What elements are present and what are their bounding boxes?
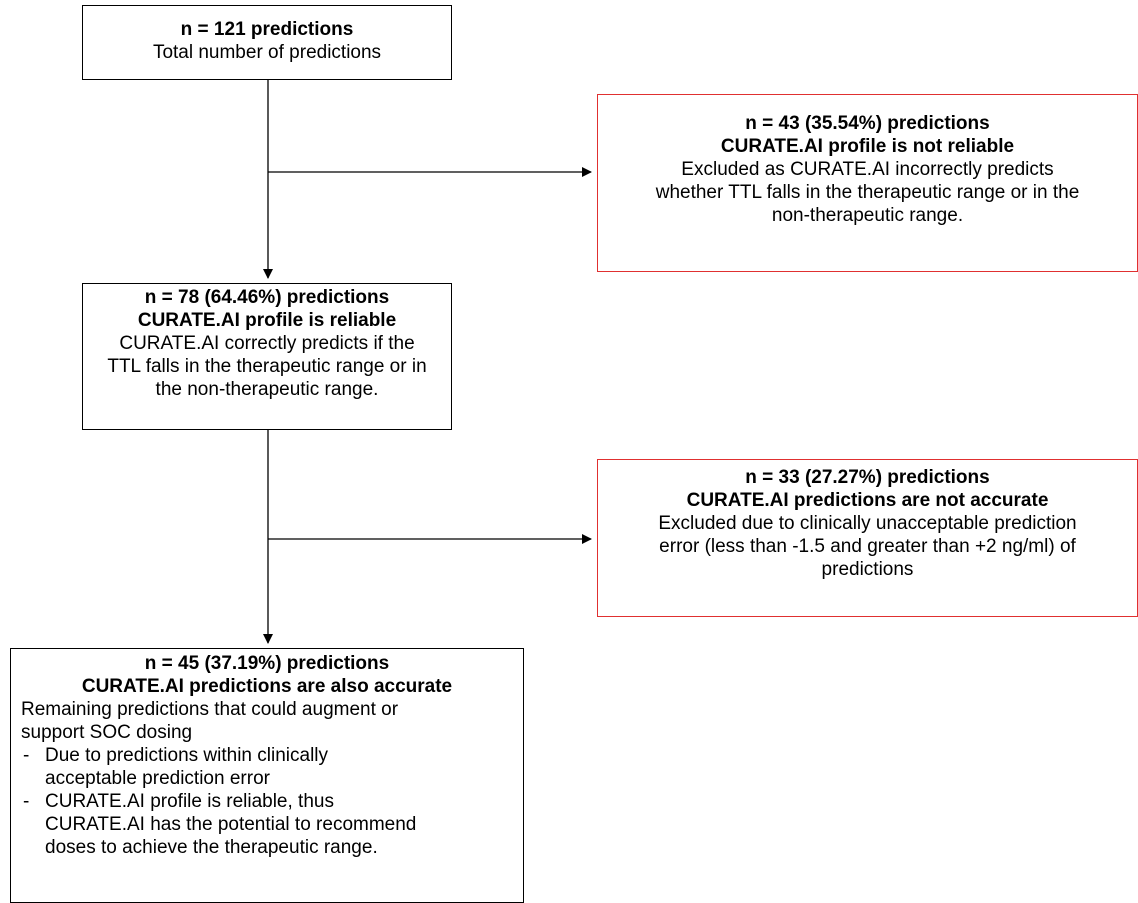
accurate-line: support SOC dosing	[21, 722, 193, 743]
bullet-line: acceptable prediction error	[45, 768, 270, 789]
total-predictions-box: n = 121 predictions Total number of pred…	[82, 5, 452, 80]
total-title: n = 121 predictions	[180, 19, 354, 40]
reliable-line: TTL falls in the therapeutic range or in	[107, 356, 427, 377]
bullet-line: doses to achieve the therapeutic range.	[45, 837, 378, 858]
accurate-predictions-box: n = 45 (37.19%) predictions CURATE.AI pr…	[10, 648, 524, 903]
excluded-unreliable-line: Excluded as CURATE.AI incorrectly predic…	[681, 159, 1054, 180]
accurate-bullet: - CURATE.AI profile is reliable, thus CU…	[21, 790, 513, 859]
accurate-heading: CURATE.AI predictions are also accurate	[81, 676, 453, 697]
excluded-inaccurate-box: n = 33 (27.27%) predictions CURATE.AI pr…	[597, 459, 1138, 617]
accurate-title: n = 45 (37.19%) predictions	[144, 653, 390, 674]
excluded-inaccurate-line: Excluded due to clinically unacceptable …	[658, 513, 1077, 534]
reliable-line: CURATE.AI correctly predicts if the	[119, 333, 415, 354]
excluded-unreliable-box: n = 43 (35.54%) predictions CURATE.AI pr…	[597, 94, 1138, 272]
excluded-inaccurate-line: predictions	[821, 559, 914, 580]
reliable-heading: CURATE.AI profile is reliable	[137, 310, 397, 331]
excluded-unreliable-line: non-therapeutic range.	[771, 205, 964, 226]
bullet-line: CURATE.AI profile is reliable, thus	[45, 791, 334, 812]
excluded-unreliable-heading: CURATE.AI profile is not reliable	[720, 136, 1015, 157]
accurate-bullet: - Due to predictions within clinically a…	[21, 744, 513, 790]
reliable-title: n = 78 (64.46%) predictions	[144, 287, 390, 308]
bullet-line: CURATE.AI has the potential to recommend	[45, 814, 417, 835]
accurate-bullet-list: - Due to predictions within clinically a…	[21, 744, 513, 859]
total-subtitle: Total number of predictions	[152, 42, 382, 63]
reliable-line: the non-therapeutic range.	[155, 379, 379, 400]
excluded-inaccurate-heading: CURATE.AI predictions are not accurate	[686, 490, 1049, 511]
accurate-line: Remaining predictions that could augment…	[21, 699, 399, 720]
bullet-marker: -	[23, 791, 30, 812]
excluded-unreliable-title: n = 43 (35.54%) predictions	[745, 113, 990, 134]
excluded-inaccurate-title: n = 33 (27.27%) predictions	[745, 467, 990, 488]
excluded-inaccurate-line: error (less than -1.5 and greater than +…	[659, 536, 1076, 557]
reliable-profile-box: n = 78 (64.46%) predictions CURATE.AI pr…	[82, 283, 452, 430]
bullet-marker: -	[23, 745, 30, 766]
excluded-unreliable-line: whether TTL falls in the therapeutic ran…	[655, 182, 1080, 203]
bullet-line: Due to predictions within clinically	[45, 745, 329, 766]
